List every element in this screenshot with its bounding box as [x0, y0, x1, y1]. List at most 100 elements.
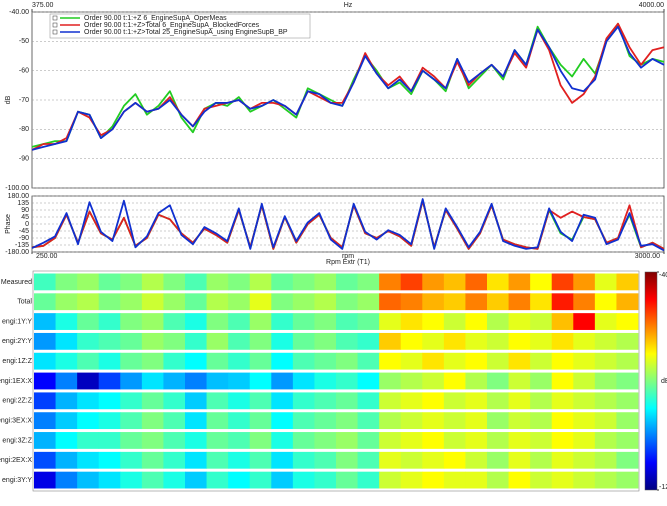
heat-cell: [616, 432, 639, 449]
y-tick-label: -45: [19, 228, 29, 235]
heat-cell: [530, 372, 553, 390]
heat-cell: [314, 313, 337, 330]
heat-cell: [400, 293, 423, 311]
row-label: engi:1Y:Y: [2, 318, 32, 325]
heat-cell: [487, 392, 509, 410]
y-axis-label: Phase: [5, 214, 12, 234]
y-tick-label: -90: [19, 235, 29, 242]
heat-cell: [34, 273, 56, 291]
heat-cell: [98, 372, 121, 390]
top-tick-label: 375.00: [32, 2, 54, 9]
heat-cell: [379, 451, 402, 469]
heat-cell: [616, 293, 639, 311]
colorbar-tick-label: -120: [659, 484, 667, 491]
heat-cell: [487, 432, 509, 449]
heat-cell: [163, 392, 186, 410]
heat-cell: [379, 412, 402, 430]
heat-cell: [573, 332, 596, 350]
heat-cell: [77, 313, 100, 330]
heat-cell: [400, 432, 423, 449]
heat-cell: [141, 392, 164, 410]
heat-cell: [551, 273, 574, 291]
heat-cell: [314, 392, 337, 410]
heat-cell: [400, 332, 423, 350]
top-tick-label: 4000.00: [639, 2, 664, 9]
heat-cell: [379, 372, 402, 390]
heat-cell: [249, 313, 272, 330]
heat-cell: [34, 392, 56, 410]
heat-cell: [163, 352, 186, 370]
heat-cell: [422, 432, 445, 449]
heat-cell: [228, 412, 251, 430]
heat-cell: [34, 432, 56, 449]
heat-cell: [551, 332, 574, 350]
heat-cell: [228, 432, 251, 449]
heat-cell: [228, 352, 251, 370]
heat-cell: [120, 352, 143, 370]
heat-cell: [185, 313, 207, 330]
row-label: Total: [17, 299, 32, 306]
heat-cell: [422, 372, 445, 390]
heat-cell: [249, 432, 272, 449]
heat-cell: [508, 332, 531, 350]
heat-cell: [508, 313, 531, 330]
heat-cell: [249, 372, 272, 390]
heat-cell: [336, 392, 358, 410]
heat-cell: [487, 273, 509, 291]
legend-check: [52, 22, 58, 28]
heat-cell: [55, 313, 78, 330]
heat-cell: [55, 392, 78, 410]
y-tick-label: 135: [17, 200, 29, 207]
heat-cell: [314, 471, 337, 489]
heat-cell: [422, 471, 445, 489]
heat-cell: [271, 432, 294, 449]
heat-cell: [594, 352, 617, 370]
heat-cell: [249, 352, 272, 370]
heat-cell: [55, 451, 78, 469]
heat-cell: [120, 273, 143, 291]
legend-label: Order 90.00 t:1:+Z>Total 6_EngineSupA_Bl…: [84, 22, 260, 29]
y-tick-label: -50: [19, 38, 29, 45]
heat-cell: [98, 392, 121, 410]
heat-cell: [336, 313, 358, 330]
heat-cell: [55, 471, 78, 489]
heat-cell: [185, 412, 207, 430]
heat-cell: [443, 352, 466, 370]
heat-cell: [465, 332, 488, 350]
heat-cell: [616, 332, 639, 350]
heat-cell: [594, 332, 617, 350]
heat-cell: [465, 432, 488, 449]
legend-box: [49, 13, 311, 39]
heat-cell: [185, 352, 207, 370]
heat-cell: [551, 471, 574, 489]
heat-cell: [443, 412, 466, 430]
heat-cell: [551, 412, 574, 430]
heat-cell: [271, 352, 294, 370]
heat-cell: [508, 451, 531, 469]
heat-cell: [271, 372, 294, 390]
heat-cell: [508, 372, 531, 390]
heat-cell: [206, 451, 229, 469]
heat-cell: [98, 293, 121, 311]
row-label: engi:3Y:Y: [2, 477, 32, 484]
heat-cell: [594, 313, 617, 330]
heat-cell: [141, 432, 164, 449]
heat-cell: [508, 471, 531, 489]
heat-cell: [422, 412, 445, 430]
heat-cell: [400, 313, 423, 330]
heat-cell: [163, 293, 186, 311]
heat-cell: [55, 273, 78, 291]
heat-cell: [271, 313, 294, 330]
y-axis-label: dB: [5, 95, 12, 104]
heat-cell: [98, 412, 121, 430]
heat-cell: [55, 432, 78, 449]
heat-cell: [487, 471, 509, 489]
heat-cell: [185, 471, 207, 489]
heat-cell: [465, 471, 488, 489]
heat-cell: [551, 293, 574, 311]
heat-cell: [336, 471, 358, 489]
heat-cell: [616, 372, 639, 390]
y-tick-label: 90: [21, 207, 29, 214]
colorbar-tick-label: -40.0: [659, 272, 667, 279]
heat-cell: [163, 273, 186, 291]
